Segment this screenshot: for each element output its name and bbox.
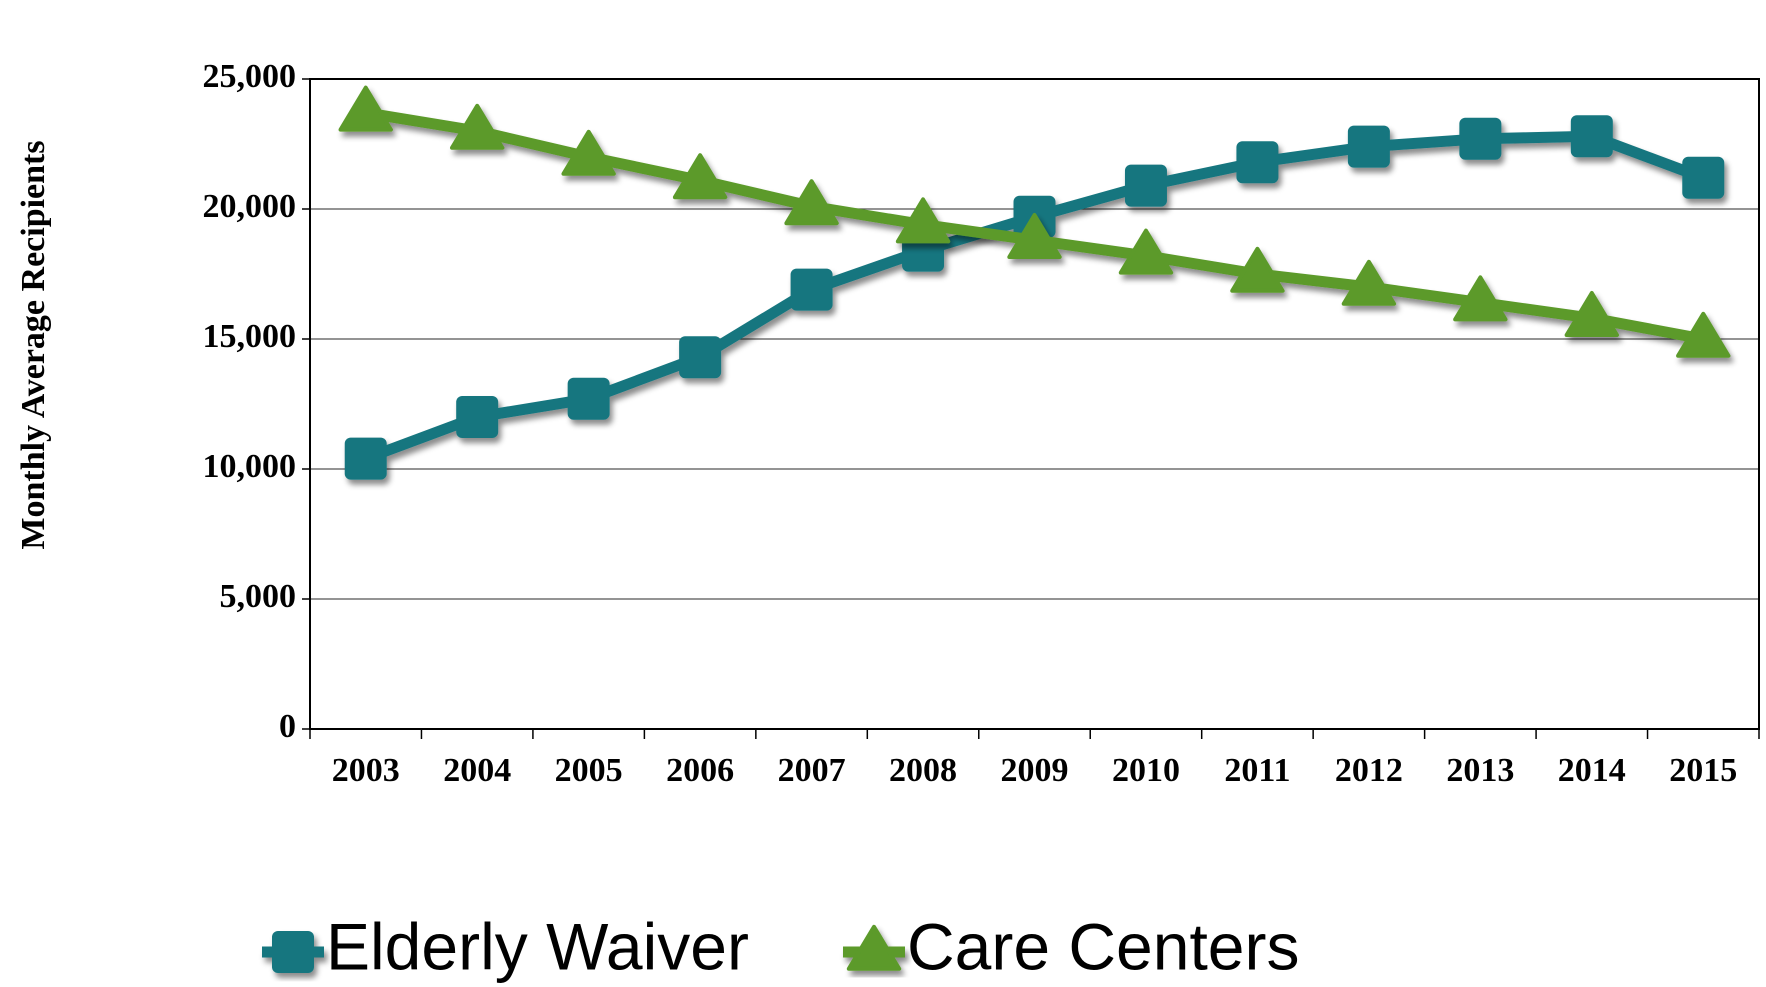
x-tick-label: 2004 [443, 752, 511, 789]
legend-item [843, 924, 905, 971]
series [338, 85, 1731, 358]
y-tick-label: 20,000 [203, 188, 297, 225]
x-tick-label: 2015 [1669, 752, 1737, 789]
series [344, 115, 1725, 480]
y-tick-label: 10,000 [203, 448, 297, 485]
point [1347, 125, 1390, 168]
point [1564, 291, 1620, 337]
legend-marker [846, 924, 902, 971]
series-line [363, 130, 1706, 464]
point [1459, 117, 1502, 160]
y-tick-label: 25,000 [203, 58, 297, 95]
legend-marker [272, 931, 314, 973]
x-tick-label: 2009 [1001, 752, 1069, 789]
point [1570, 115, 1613, 158]
x-tick-label: 2005 [555, 752, 623, 789]
point [672, 153, 728, 200]
point [1682, 156, 1725, 199]
x-tick-label: 2003 [332, 752, 400, 789]
x-tick-label: 2013 [1446, 752, 1514, 789]
legend-label: Elderly Waiver [326, 909, 749, 983]
y-tick-label: 5,000 [220, 578, 297, 615]
point [1230, 246, 1285, 293]
x-tick-label: 2007 [778, 752, 846, 789]
point [1007, 213, 1062, 259]
legend-item [262, 931, 324, 973]
point [784, 179, 839, 226]
point [1118, 228, 1174, 275]
y-tick-label: 0 [279, 708, 296, 745]
point [895, 197, 951, 244]
point [1676, 311, 1731, 358]
point [1236, 141, 1279, 184]
y-tick-label: 15,000 [203, 318, 297, 355]
point [790, 268, 833, 311]
point [338, 85, 393, 132]
point [567, 377, 610, 420]
plot-frame [309, 78, 1760, 730]
point [561, 129, 616, 176]
x-tick-label: 2014 [1558, 752, 1626, 789]
point [679, 336, 722, 379]
point [344, 437, 387, 480]
point [1453, 275, 1508, 322]
x-tick-label: 2008 [889, 752, 957, 789]
point [1124, 164, 1167, 207]
point [449, 103, 505, 150]
x-tick-label: 2010 [1112, 752, 1180, 789]
x-tick-label: 2006 [666, 752, 734, 789]
x-tick-label: 2012 [1335, 752, 1403, 789]
point [456, 396, 499, 438]
y-axis-label: Monthly Average Recipients [15, 140, 52, 549]
x-tick-label: 2011 [1224, 752, 1290, 789]
legend-label: Care Centers [907, 909, 1300, 983]
point [1341, 259, 1397, 306]
